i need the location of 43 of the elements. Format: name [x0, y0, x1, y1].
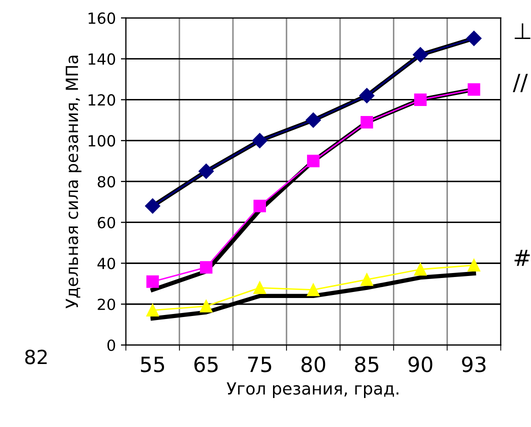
x-tick-label: 65 — [194, 356, 218, 372]
y-tick-label: 40 — [97, 258, 116, 270]
y-tick-label: 20 — [98, 298, 116, 310]
point — [412, 47, 428, 62]
text: 82 — [25, 350, 47, 364]
x-axis-title: Угол резания, град. — [226, 382, 398, 398]
point — [307, 154, 320, 168]
x-tick-label: 93 — [462, 356, 486, 372]
point — [359, 88, 374, 104]
point — [198, 164, 214, 179]
x-tick-label: 80 — [301, 356, 326, 372]
point — [360, 116, 374, 128]
y-tick-label: 0 — [107, 339, 116, 352]
y-axis-title: Удельная сила резания, МПа — [66, 56, 82, 308]
y-tick-label: 140 — [88, 53, 116, 65]
x-tick-label: 90 — [408, 356, 432, 372]
point — [200, 261, 212, 274]
x-tick-label: 55 — [140, 356, 164, 372]
y-tick-label: 100 — [88, 135, 116, 147]
x-tick-label: 85 — [355, 356, 378, 372]
point — [468, 259, 480, 272]
point — [253, 282, 266, 294]
point — [414, 263, 427, 276]
y-tick-label: 160 — [88, 12, 116, 24]
series-label: # — [514, 250, 530, 266]
point — [306, 112, 321, 128]
point — [200, 300, 212, 312]
point — [145, 198, 160, 214]
series-label: ⊥ — [514, 23, 530, 39]
y-tick-label: 80 — [98, 176, 116, 188]
point — [360, 273, 374, 286]
point — [414, 93, 427, 106]
series-label: // — [512, 74, 528, 92]
point — [307, 284, 320, 296]
x-tick-label: 75 — [248, 356, 272, 372]
point — [466, 30, 482, 46]
y-tick-label: 120 — [88, 94, 116, 106]
point — [253, 200, 266, 212]
point — [146, 275, 159, 288]
point — [146, 304, 159, 317]
point — [468, 83, 480, 96]
y-tick-label: 60 — [98, 216, 116, 228]
point — [252, 133, 268, 148]
